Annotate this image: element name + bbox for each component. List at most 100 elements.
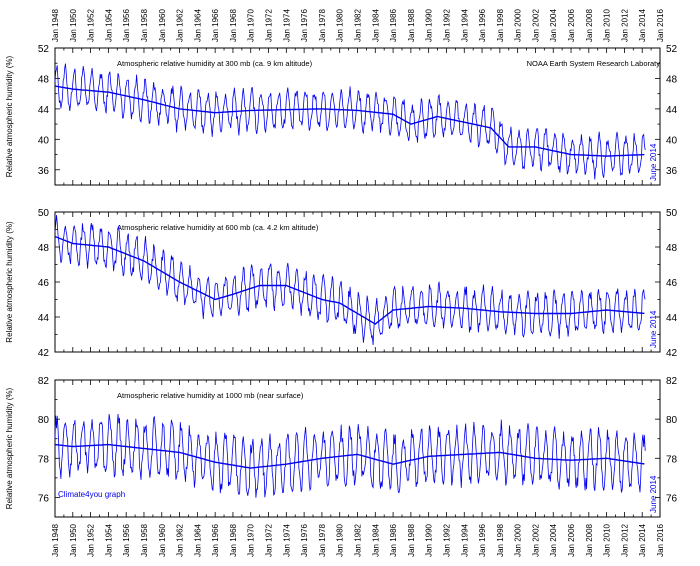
- year-label-top: Jan 1962: [176, 9, 185, 42]
- year-label-top: Jan 1988: [407, 9, 416, 42]
- end-date-label: June 2014: [649, 143, 658, 181]
- y-axis-label: Relative atmospheric humidity (%): [5, 221, 14, 343]
- year-label-bottom: Jan 2000: [514, 523, 523, 556]
- y-tick-label-left: 52: [38, 44, 50, 55]
- year-label-bottom: Jan 2006: [567, 523, 576, 556]
- end-date-label: June 2014: [649, 475, 658, 513]
- y-tick-label-right: 82: [666, 376, 678, 387]
- y-tick-label-left: 82: [38, 376, 50, 387]
- year-label-top: Jan 1948: [51, 9, 60, 42]
- year-label-top: Jan 1952: [87, 9, 96, 42]
- year-label-top: Jan 1990: [425, 9, 434, 42]
- year-label-top: Jan 2006: [567, 9, 576, 42]
- smoothed-trend-line: [54, 85, 645, 157]
- year-label-top: Jan 2010: [603, 9, 612, 42]
- panel-3: 76 76 78 78 80 80 82 82 Atmospheric relative hum…: [5, 376, 678, 518]
- year-label-bottom: Jan 1980: [336, 523, 345, 556]
- year-label-bottom: Jan 1950: [69, 523, 78, 556]
- y-tick-label-right: 42: [666, 348, 678, 359]
- year-label-bottom: Jan 1956: [122, 523, 131, 556]
- year-label-top: Jan 1978: [318, 9, 327, 42]
- year-label-top: Jan 2016: [656, 9, 665, 42]
- year-label-bottom: Jan 1962: [176, 523, 185, 556]
- year-label-top: Jan 1980: [336, 9, 345, 42]
- year-label-bottom: Jan 1960: [158, 523, 167, 556]
- y-tick-label-left: 76: [38, 493, 50, 504]
- year-label-top: Jan 1972: [265, 9, 274, 42]
- year-label-top: Jan 1994: [460, 9, 469, 42]
- year-label-top: Jan 2012: [620, 9, 629, 42]
- year-label-bottom: Jan 1964: [193, 523, 202, 556]
- y-tick-label-left: 42: [38, 348, 50, 359]
- year-label-top: Jan 1998: [496, 9, 505, 42]
- year-label-top: Jan 1976: [300, 9, 309, 42]
- year-label-bottom: Jan 1954: [104, 523, 113, 556]
- y-axis-label: Relative atmospheric humidity (%): [5, 387, 14, 509]
- y-tick-label-right: 76: [666, 493, 678, 504]
- year-label-top: Jan 1974: [282, 9, 291, 42]
- y-tick-label-right: 48: [666, 243, 678, 254]
- year-label-top: Jan 1960: [158, 9, 167, 42]
- y-tick-label-left: 48: [38, 74, 50, 85]
- year-label-bottom: Jan 1982: [354, 523, 363, 556]
- y-tick-label-right: 52: [666, 44, 678, 55]
- source-label: NOAA Earth System Research Laboraty: [527, 59, 661, 68]
- monthly-series-line: [54, 413, 646, 498]
- year-label-bottom: Jan 1972: [265, 523, 274, 556]
- year-label-top: Jan 2002: [531, 9, 540, 42]
- year-label-top: Jan 1992: [442, 9, 451, 42]
- year-label-top: Jan 1968: [229, 9, 238, 42]
- y-tick-label-left: 44: [38, 105, 50, 116]
- y-tick-label-left: 78: [38, 454, 50, 465]
- panel-1: 36 36 40 40 44 44 48 48 52 52 Atmospheric relative…: [5, 44, 678, 186]
- year-label-bottom: Jan 2008: [585, 523, 594, 556]
- y-tick-label-right: 78: [666, 454, 678, 465]
- year-label-bottom: Jan 1988: [407, 523, 416, 556]
- y-tick-label-left: 48: [38, 243, 50, 254]
- year-label-top: Jan 1966: [211, 9, 220, 42]
- smoothed-trend-line: [54, 443, 645, 469]
- year-label-bottom: Jan 2002: [531, 523, 540, 556]
- y-tick-label-right: 36: [666, 166, 678, 177]
- credit-label: Climate4you graph: [58, 490, 125, 499]
- year-label-top: Jan 1956: [122, 9, 131, 42]
- year-label-bottom: Jan 2004: [549, 523, 558, 556]
- y-tick-label-right: 44: [666, 105, 678, 116]
- y-tick-label-left: 46: [38, 278, 50, 289]
- year-label-top: Jan 2014: [638, 9, 647, 42]
- year-label-top: Jan 1964: [193, 9, 202, 42]
- year-label-top: Jan 1986: [389, 9, 398, 42]
- y-tick-label-right: 50: [666, 208, 678, 219]
- year-label-bottom: Jan 2010: [603, 523, 612, 556]
- year-label-top: Jan 2000: [514, 9, 523, 42]
- y-tick-label-right: 44: [666, 313, 678, 324]
- year-label-top: Jan 2004: [549, 9, 558, 42]
- year-label-top: Jan 1958: [140, 9, 149, 42]
- year-label-bottom: Jan 2012: [620, 523, 629, 556]
- y-tick-label-left: 40: [38, 135, 50, 146]
- year-label-top: Jan 1996: [478, 9, 487, 42]
- y-axis-label: Relative atmospheric humidity (%): [5, 55, 14, 177]
- year-label-bottom: Jan 2016: [656, 523, 665, 556]
- year-label-bottom: Jan 1996: [478, 523, 487, 556]
- year-label-bottom: Jan 1994: [460, 523, 469, 556]
- year-label-bottom: Jan 1986: [389, 523, 398, 556]
- year-label-bottom: Jan 1970: [247, 523, 256, 556]
- year-label-bottom: Jan 1958: [140, 523, 149, 556]
- y-tick-label-right: 48: [666, 74, 678, 85]
- y-tick-label-left: 80: [38, 415, 50, 426]
- panel-title: Atmospheric relative humidity at 300 mb …: [117, 59, 313, 68]
- year-label-top: Jan 1970: [247, 9, 256, 42]
- year-label-bottom: Jan 2014: [638, 523, 647, 556]
- year-label-bottom: Jan 1966: [211, 523, 220, 556]
- year-label-bottom: Jan 1948: [51, 523, 60, 556]
- year-label-bottom: Jan 1984: [371, 523, 380, 556]
- year-label-top: Jan 1984: [371, 9, 380, 42]
- y-tick-label-right: 46: [666, 278, 678, 289]
- panel-2: 42 42 44 44 46 46 48 48 50 50 Atmospheric relative…: [5, 208, 678, 359]
- year-label-bottom: Jan 1998: [496, 523, 505, 556]
- smoothed-trend-line: [54, 235, 645, 325]
